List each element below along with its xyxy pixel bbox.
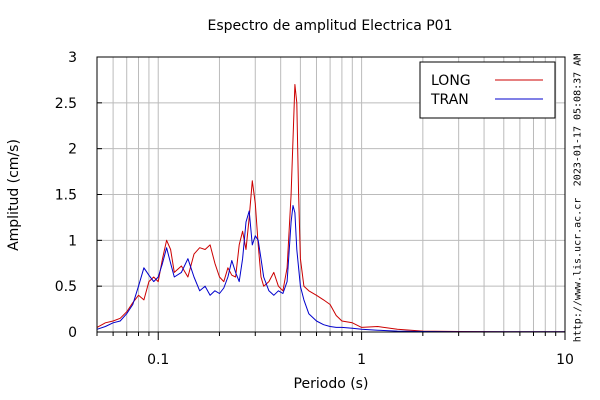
y-tick-label: 3 (68, 50, 77, 66)
y-tick-label: 2.5 (55, 96, 77, 112)
series-layer (96, 84, 565, 333)
y-tick-label: 1 (68, 233, 77, 249)
series-line-long (96, 84, 565, 333)
series-line-tran (96, 205, 565, 333)
legend-label-tran: TRAN (430, 92, 469, 108)
x-axis-label: Periodo (s) (293, 376, 369, 392)
x-tick-label: 10 (556, 352, 574, 368)
axis-ticks: 0 0.5 1 1.5 2 2.5 3 0.1 1 10 (55, 50, 574, 368)
legend: LONG TRAN (419, 61, 556, 119)
legend-box (419, 61, 556, 119)
y-tick-label: 0 (68, 325, 77, 341)
x-tick-label: 1 (357, 352, 366, 368)
y-tick-label: 1.5 (55, 188, 77, 204)
y-tick-label: 0.5 (55, 279, 77, 295)
legend-label-long: LONG (431, 73, 471, 89)
y-tick-label: 2 (68, 142, 77, 158)
chart-title: Espectro de amplitud Electrica P01 (207, 18, 453, 34)
x-tick-label: 0.1 (147, 352, 169, 368)
